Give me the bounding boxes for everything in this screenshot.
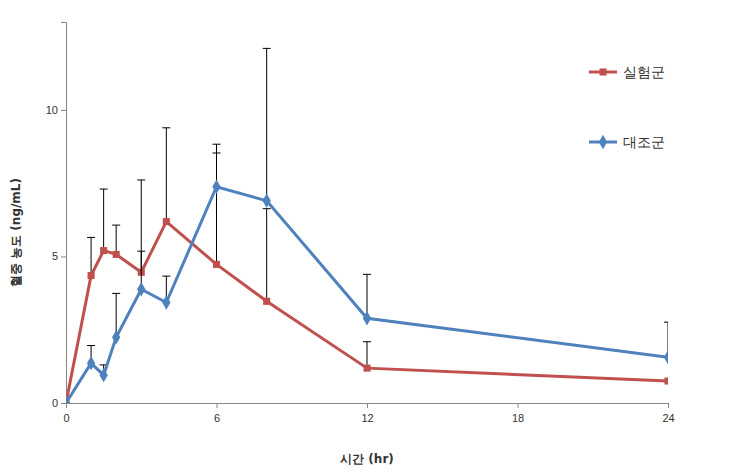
marker xyxy=(100,247,107,254)
y-axis-line xyxy=(61,23,67,404)
error-bar xyxy=(100,189,108,251)
x-tick: 18 xyxy=(512,403,524,424)
error-bar xyxy=(263,209,271,302)
x-tick-mark xyxy=(367,403,368,408)
y-tick-label: 5 xyxy=(52,250,58,262)
y-tick: 10 xyxy=(46,104,66,116)
legend-marker xyxy=(599,68,606,75)
marker xyxy=(213,261,220,268)
marker xyxy=(112,330,120,344)
marker xyxy=(664,350,668,364)
y-tick: 5 xyxy=(52,250,66,262)
x-tick-label: 6 xyxy=(214,412,220,424)
series xyxy=(66,48,668,403)
series-line xyxy=(66,187,668,403)
y-tick-mark xyxy=(61,110,66,111)
marker xyxy=(664,377,668,384)
error-bar xyxy=(263,48,271,200)
x-tick-label: 18 xyxy=(512,412,524,424)
marker xyxy=(113,251,120,258)
y-axis-title: 혈중 농도 (ng/mL) xyxy=(9,178,23,287)
error-bar xyxy=(363,342,371,368)
y-tick-mark xyxy=(61,403,66,404)
series xyxy=(66,128,668,403)
marker xyxy=(363,311,371,325)
legend-label: 실험군 xyxy=(623,64,665,80)
x-tick: 12 xyxy=(361,403,373,424)
legend-label: 대조군 xyxy=(623,134,665,150)
x-tick-label: 12 xyxy=(361,412,373,424)
marker xyxy=(66,396,70,403)
marker xyxy=(363,365,370,372)
x-tick-label: 24 xyxy=(662,412,674,424)
x-tick-mark xyxy=(668,403,669,408)
series-line xyxy=(66,222,668,403)
legend-item: 대조군 xyxy=(589,134,665,150)
x-axis-line xyxy=(67,404,669,409)
marker xyxy=(137,282,145,296)
x-axis-title: 시간 (hr) xyxy=(340,452,394,466)
x-tick: 24 xyxy=(662,403,674,424)
error-bar xyxy=(162,128,170,222)
x-tick-mark xyxy=(217,403,218,408)
plot: 0 6 12 18 24 0 5 10 xyxy=(46,23,675,425)
marker xyxy=(263,298,270,305)
legend-item: 실험군 xyxy=(589,64,665,80)
y-tick-mark xyxy=(61,256,66,257)
error-bar xyxy=(112,225,120,254)
x-tick: 0 xyxy=(63,403,69,424)
legend-marker xyxy=(599,135,607,149)
y-tick: 0 xyxy=(52,397,66,409)
chart: 0 6 12 18 24 0 5 10 시간 (hr) 혈중 농도 (ng/mL) 실험군대조군 xyxy=(0,0,739,475)
marker xyxy=(99,368,107,382)
marker xyxy=(212,180,220,194)
x-tick: 6 xyxy=(214,403,220,424)
marker xyxy=(263,194,271,208)
marker xyxy=(162,295,170,309)
x-tick-mark xyxy=(518,403,519,408)
legend: 실험군대조군 xyxy=(589,64,665,150)
marker xyxy=(88,272,95,279)
marks xyxy=(66,48,668,403)
x-axis: 0 6 12 18 24 xyxy=(63,403,674,424)
y-tick-label: 10 xyxy=(46,104,58,116)
y-tick-label: 0 xyxy=(52,397,58,409)
y-axis: 0 5 10 xyxy=(46,23,67,410)
x-tick-label: 0 xyxy=(63,412,69,424)
marker xyxy=(87,356,95,370)
marker xyxy=(163,218,170,225)
